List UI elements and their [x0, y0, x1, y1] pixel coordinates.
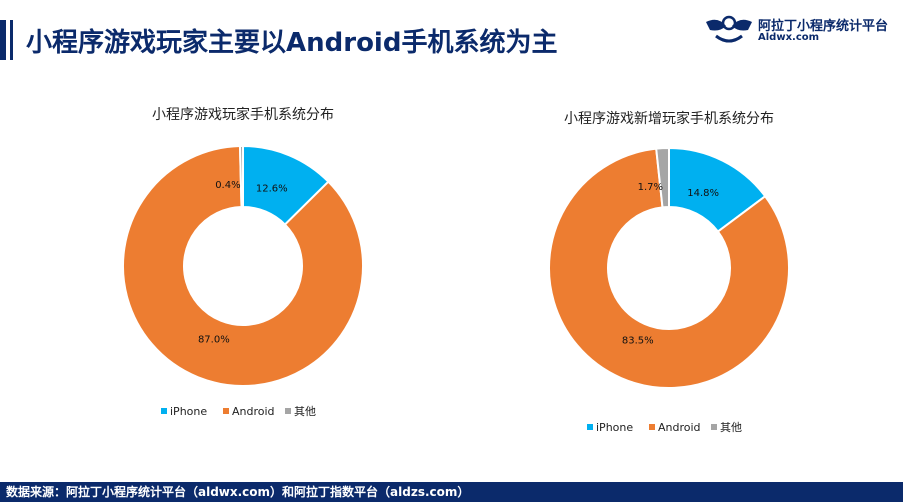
legend-label-android: Android — [232, 405, 275, 418]
footer-source: 数据来源：阿拉丁小程序统计平台（aldwx.com）和阿拉丁指数平台（aldzs… — [0, 482, 903, 502]
title-accent-bar — [0, 20, 6, 60]
data-label-iphone: 12.6% — [256, 184, 288, 195]
donut-chart-svg-2: 小程序游戏新增玩家手机系统分布 14.8% 83.5% 1.7% iPhone Andro… — [548, 110, 790, 434]
page-title: 小程序游戏玩家主要以Android手机系统为主 — [26, 28, 558, 58]
legend-swatch-iphone — [587, 424, 593, 430]
donut-slice-android — [122, 145, 364, 387]
legend-label-iphone: iPhone — [170, 405, 207, 418]
legend-swatch-other — [285, 408, 291, 414]
brand-url: Aldwx.com — [758, 32, 820, 43]
legend-label-android: Android — [658, 421, 701, 434]
legend-swatch-iphone — [161, 408, 167, 414]
brand-name: 阿拉丁小程序统计平台 — [758, 19, 889, 34]
data-label-other: 1.7% — [638, 182, 663, 193]
legend-label-other: 其他 — [294, 405, 316, 418]
donut-chart-svg-1: 小程序游戏玩家手机系统分布 12.6% 87.0% 0.4% iPhone Android… — [122, 106, 364, 418]
legend-swatch-android — [649, 424, 655, 430]
data-label-other: 0.4% — [215, 180, 240, 191]
chart-new-player-os: 小程序游戏新增玩家手机系统分布 14.8% 83.5% 1.7% iPhone Andro… — [440, 95, 880, 475]
legend-label-other: 其他 — [720, 421, 742, 434]
brand-logo-icon — [706, 15, 752, 43]
chart-title: 小程序游戏玩家手机系统分布 — [152, 106, 334, 123]
chart-title: 小程序游戏新增玩家手机系统分布 — [564, 110, 774, 127]
legend-swatch-other — [711, 424, 717, 430]
legend-label-iphone: iPhone — [596, 421, 633, 434]
donut-slice-other — [655, 146, 670, 209]
donut-slice-other — [238, 144, 244, 209]
legend-swatch-android — [223, 408, 229, 414]
brand-block: 阿拉丁小程序统计平台 Aldwx.com — [700, 12, 900, 46]
data-label-android: 87.0% — [198, 334, 230, 345]
chart-player-os: 小程序游戏玩家手机系统分布 12.6% 87.0% 0.4% iPhone Android… — [22, 95, 462, 475]
data-label-android: 83.5% — [622, 335, 654, 346]
title-accent-bar-thin — [10, 20, 13, 60]
data-label-iphone: 14.8% — [687, 188, 719, 199]
donut-slice-android — [548, 147, 790, 389]
